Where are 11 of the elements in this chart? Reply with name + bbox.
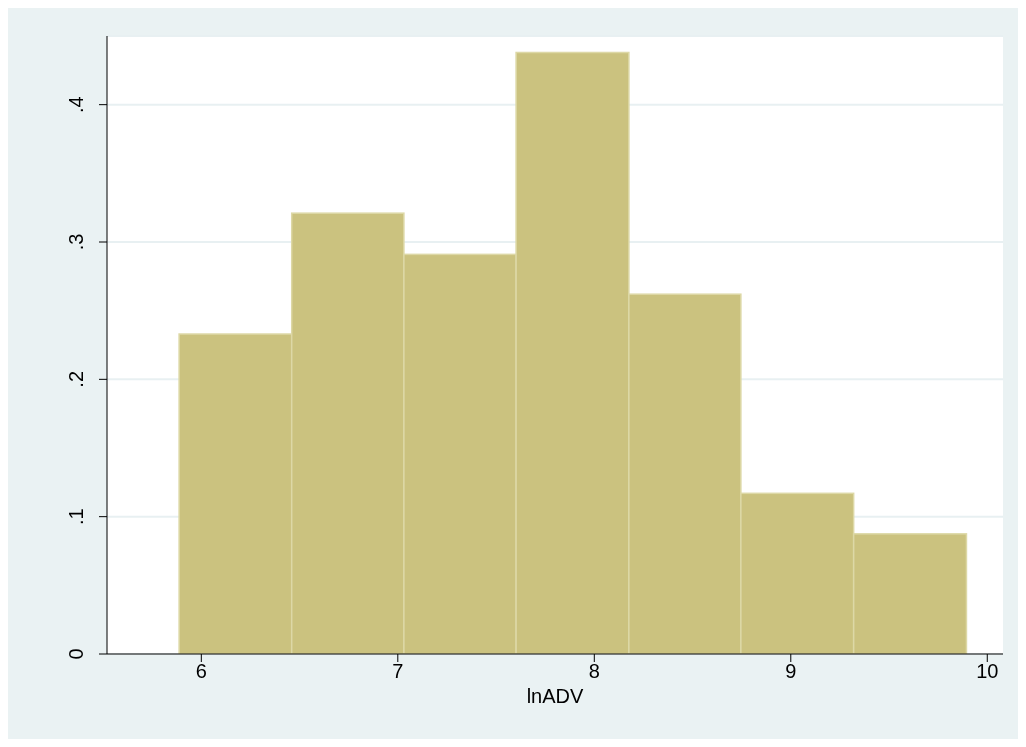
y-tick-label: 0 [65, 648, 87, 660]
x-tick-label: 9 [785, 660, 797, 683]
y-tick-label: .1 [65, 508, 87, 526]
y-tick-label: .2 [65, 370, 87, 388]
x-tick-label: 8 [588, 660, 600, 683]
y-tick-label: .4 [65, 96, 87, 114]
x-axis-title: lnADV [526, 685, 584, 707]
x-tick-label: 7 [392, 660, 404, 683]
x-tick-label: 10 [976, 660, 999, 683]
x-tick-label: 6 [195, 660, 207, 683]
y-tick-label: .3 [65, 233, 87, 251]
